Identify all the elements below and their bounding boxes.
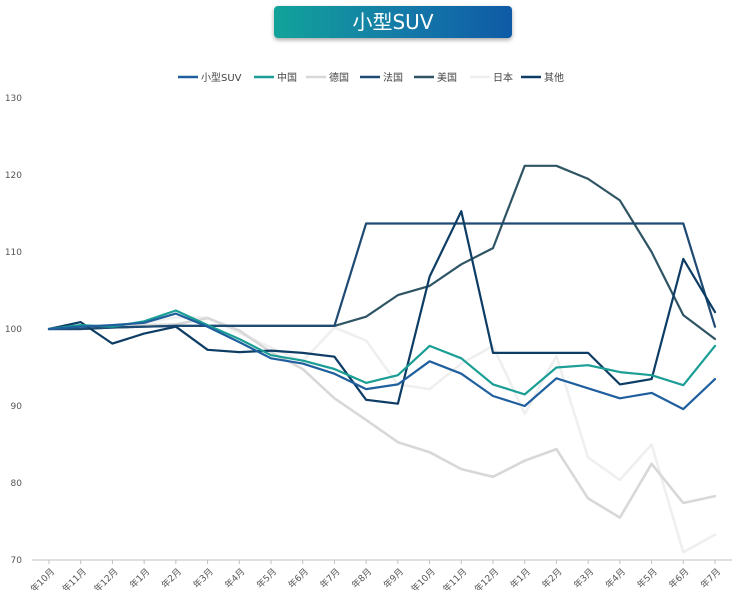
chart-title: 小型SUV: [274, 6, 512, 38]
series-line-7: [47, 210, 717, 405]
y-axis: 70 80 90 100 110 120 130: [5, 94, 22, 566]
x-tick-label: 年10月: [408, 566, 437, 590]
legend-label: 法国: [383, 71, 403, 84]
legend-label: 日本: [493, 71, 513, 84]
legend-label: 美国: [437, 71, 457, 84]
x-tick-label: 年7月: [317, 566, 342, 590]
legend: 小型SUV 中国 德国 法国 美国 日本 其他: [178, 71, 564, 84]
y-tick-label: 70: [11, 556, 23, 566]
x-tick-label: 年4月: [603, 566, 628, 590]
x-tick-label: 年7月: [698, 566, 723, 590]
x-tick-label: 年2月: [539, 566, 564, 590]
legend-label: 中国: [277, 71, 297, 84]
x-tick-label: 年3月: [571, 566, 596, 590]
x-tick-label: 年8月: [349, 566, 374, 590]
y-tick-label: 130: [5, 94, 22, 104]
x-tick-label: 年1月: [127, 566, 152, 590]
x-tick-label: 年6月: [286, 566, 311, 590]
legend-label: 德国: [329, 71, 349, 84]
y-tick-label: 110: [5, 248, 22, 258]
series-line-1: [47, 312, 717, 411]
legend-label: 小型SUV: [201, 71, 242, 84]
x-tick-label: 年4月: [222, 566, 247, 590]
x-tick-label: 年5月: [254, 566, 279, 590]
x-tick-label: 年10月: [28, 566, 57, 590]
y-tick-label: 90: [11, 402, 23, 412]
y-tick-label: 80: [11, 479, 23, 489]
series-line-3: [47, 316, 717, 519]
series-line-2: [47, 309, 717, 396]
x-tick-label: 年11月: [60, 566, 89, 590]
x-tick-label: 年5月: [634, 566, 659, 590]
x-tick-label: 年12月: [91, 566, 120, 590]
legend-label: 其他: [544, 71, 564, 84]
plot-area: [47, 164, 717, 554]
x-tick-label: 年1月: [508, 566, 533, 590]
series-line-5: [47, 164, 717, 341]
x-tick-label: 年3月: [190, 566, 215, 590]
y-tick-label: 120: [5, 171, 22, 181]
x-axis: 年10月 年11月 年12月 年1月 年2月 年3月 年4月 年5月 年6月 年7月 年8月 年9月年…: [28, 559, 732, 590]
y-tick-label: 100: [5, 325, 22, 335]
x-tick-label: 年2月: [159, 566, 184, 590]
x-tick-label: 年11月: [440, 566, 469, 590]
x-tick-label: 年6月: [666, 566, 691, 590]
series-line-6: [47, 316, 717, 554]
x-tick-label: 年9月: [381, 566, 406, 590]
series-line-4: [47, 222, 717, 331]
x-tick-label: 年12月: [472, 566, 501, 590]
